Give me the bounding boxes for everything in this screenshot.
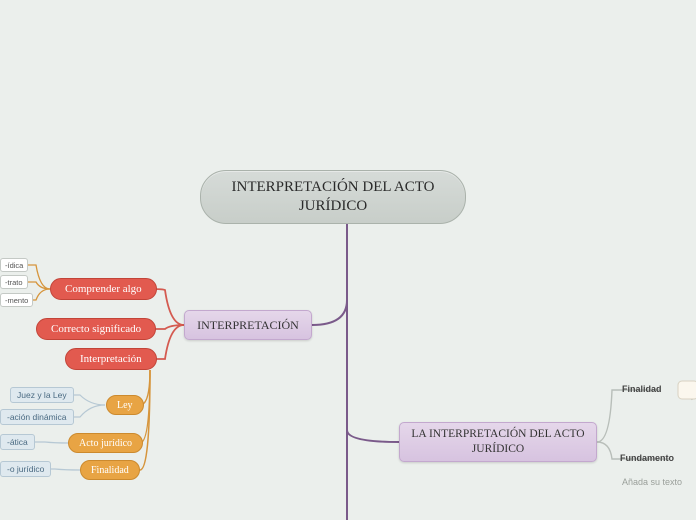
label: Correcto significado xyxy=(51,323,141,335)
root-node[interactable]: INTERPRETACIÓN DEL ACTO JURÍDICO xyxy=(200,170,466,224)
tiny-trato[interactable]: -trato xyxy=(0,275,28,289)
node-comprender-algo[interactable]: Comprender algo xyxy=(50,278,157,300)
label: Ley xyxy=(117,400,133,411)
node-juez-ley[interactable]: Juez y la Ley xyxy=(10,387,74,403)
node-acion-dinamica[interactable]: -ación dinámica xyxy=(0,409,74,425)
branch-right-label: LA INTERPRETACIÓN DEL ACTO JURÍDICO xyxy=(400,427,596,457)
placeholder-text[interactable]: Añada su texto xyxy=(622,477,682,487)
tiny-mento[interactable]: -mento xyxy=(0,293,33,307)
label: Finalidad xyxy=(91,465,129,476)
label: Acto jurídico xyxy=(79,438,132,449)
node-ley[interactable]: Ley xyxy=(106,395,144,415)
node-o-juridico[interactable]: -o jurídico xyxy=(0,461,51,477)
label: -o jurídico xyxy=(7,464,44,474)
node-finalidad[interactable]: Finalidad xyxy=(80,460,140,480)
label: -trato xyxy=(5,278,23,287)
root-title: INTERPRETACIÓN DEL ACTO JURÍDICO xyxy=(201,178,465,216)
branch-interpretacion[interactable]: INTERPRETACIÓN xyxy=(184,310,312,340)
label: Comprender algo xyxy=(65,283,142,295)
node-interpretacion[interactable]: Interpretación xyxy=(65,348,157,370)
label: Interpretación xyxy=(80,353,142,365)
node-finalidad-right[interactable]: Finalidad xyxy=(622,384,662,394)
tiny-idica[interactable]: -ídica xyxy=(0,258,28,272)
label: Juez y la Ley xyxy=(17,390,67,400)
branch-left-label: INTERPRETACIÓN xyxy=(197,318,299,333)
node-atica[interactable]: -ática xyxy=(0,434,35,450)
label: -ática xyxy=(7,437,28,447)
node-fundamento[interactable]: Fundamento xyxy=(620,453,674,463)
label: -mento xyxy=(5,296,28,305)
branch-la-interpretacion[interactable]: LA INTERPRETACIÓN DEL ACTO JURÍDICO xyxy=(399,422,597,462)
label: -ídica xyxy=(5,261,23,270)
node-correcto-significado[interactable]: Correcto significado xyxy=(36,318,156,340)
label: -ación dinámica xyxy=(7,412,67,422)
node-acto-juridico[interactable]: Acto jurídico xyxy=(68,433,143,453)
